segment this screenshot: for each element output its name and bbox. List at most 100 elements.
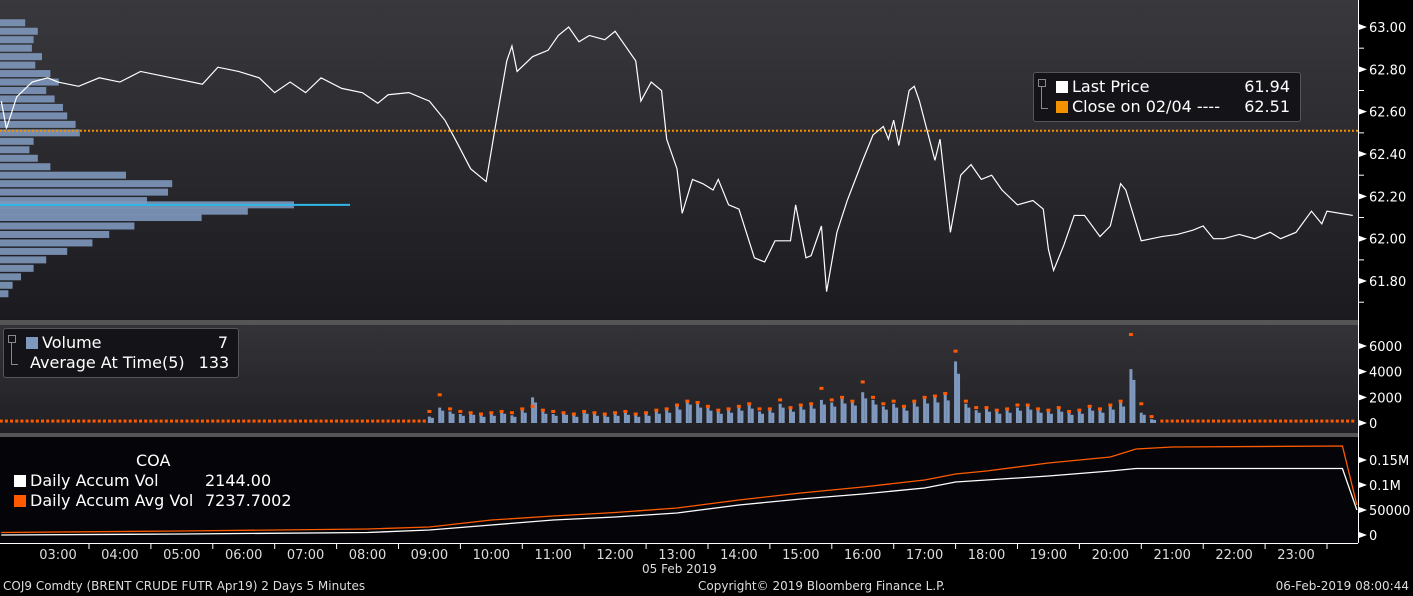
avg-at-time-marker bbox=[489, 411, 494, 415]
avg-at-time-marker bbox=[1077, 408, 1082, 412]
volume-bar bbox=[696, 403, 700, 423]
avg-at-time-marker bbox=[468, 411, 473, 415]
avg-at-time-marker bbox=[1206, 419, 1210, 423]
volume-profile-bar bbox=[0, 256, 47, 264]
volume-bar bbox=[871, 399, 875, 423]
avg-at-time-marker bbox=[211, 419, 215, 423]
volume-bar bbox=[606, 416, 610, 423]
volume-profile-bar bbox=[0, 163, 51, 171]
avg-at-time-marker bbox=[1294, 419, 1298, 423]
avg-label: Average At Time(5) bbox=[30, 353, 185, 372]
time-tick-label: 19:00 bbox=[1030, 548, 1067, 563]
avg-at-time-marker bbox=[881, 402, 886, 406]
avg-at-time-marker bbox=[226, 419, 230, 423]
avg-at-time-marker bbox=[530, 404, 535, 408]
date-label: 05 Feb 2019 bbox=[642, 562, 717, 576]
y-tick-marker bbox=[1359, 482, 1367, 488]
volume-bar bbox=[791, 411, 795, 423]
panel-divider[interactable] bbox=[0, 433, 1358, 437]
avg-at-time-marker bbox=[41, 419, 45, 423]
avg-at-time-marker bbox=[623, 409, 628, 413]
collapse-icon[interactable] bbox=[8, 335, 18, 365]
avg-at-time-marker bbox=[912, 399, 917, 403]
volume-bar bbox=[675, 406, 679, 423]
volume-bar bbox=[441, 410, 445, 423]
avg-at-time-marker bbox=[1289, 419, 1293, 423]
avg-at-time-marker bbox=[427, 409, 432, 413]
avg-at-time-marker bbox=[1108, 403, 1113, 407]
volume-profile-bar bbox=[0, 137, 34, 145]
volume-bar bbox=[892, 403, 896, 423]
avg-at-time-marker bbox=[175, 419, 179, 423]
volume-bar bbox=[819, 399, 823, 423]
volume-bar bbox=[995, 411, 999, 423]
avg-at-time-marker bbox=[195, 419, 199, 423]
avg-at-time-marker bbox=[767, 407, 772, 411]
avg-at-time-marker bbox=[1340, 419, 1344, 423]
avg-at-time-marker bbox=[1268, 419, 1272, 423]
volume-bar bbox=[592, 414, 596, 423]
avg-at-time-marker bbox=[974, 406, 979, 410]
avg-at-time-marker bbox=[1087, 404, 1092, 408]
volume-bar bbox=[469, 412, 473, 423]
price-tick-label: 62.20 bbox=[1369, 190, 1406, 205]
avg-at-time-marker bbox=[237, 419, 241, 423]
avg-at-time-marker bbox=[314, 419, 318, 423]
avg-at-time-marker bbox=[1248, 419, 1252, 423]
volume-bar bbox=[544, 413, 548, 423]
volume-bar bbox=[874, 404, 878, 423]
time-tick-label: 06:00 bbox=[225, 548, 262, 563]
time-tick-label: 17:00 bbox=[906, 548, 943, 563]
avg-at-time-marker bbox=[139, 419, 143, 423]
volume-bar bbox=[565, 414, 569, 423]
volume-swatch bbox=[26, 337, 38, 349]
volume-bar bbox=[1139, 412, 1143, 423]
panel-divider[interactable] bbox=[0, 320, 1358, 325]
avg-at-time-marker bbox=[262, 419, 266, 423]
close-value: 62.51 bbox=[1244, 97, 1290, 116]
collapse-icon[interactable] bbox=[1038, 79, 1048, 109]
avg-at-time-marker bbox=[809, 402, 814, 406]
accum-avg-vol-line bbox=[1, 445, 1358, 534]
avg-at-time-marker bbox=[164, 419, 168, 423]
price-tick-label: 62.40 bbox=[1369, 148, 1406, 163]
volume-profile-bar bbox=[0, 264, 34, 272]
avg-at-time-marker bbox=[10, 419, 14, 423]
avg-at-time-marker bbox=[1279, 419, 1283, 423]
avg-at-time-marker bbox=[159, 419, 163, 423]
volume-bar bbox=[840, 398, 844, 423]
avg-at-time-marker bbox=[267, 419, 271, 423]
volume-profile-bar bbox=[0, 19, 26, 27]
avg-at-time-marker bbox=[386, 419, 390, 423]
volume-profile-bar bbox=[0, 95, 55, 103]
avg-at-time-marker bbox=[25, 419, 29, 423]
y-tick-marker bbox=[1359, 532, 1367, 538]
volume-bar bbox=[768, 410, 772, 423]
volume-bar bbox=[551, 414, 555, 423]
avg-at-time-marker bbox=[123, 419, 127, 423]
avg-at-time-marker bbox=[309, 419, 313, 423]
volume-bar bbox=[668, 412, 672, 423]
volume-bar bbox=[1142, 414, 1146, 423]
volume-bar bbox=[451, 413, 455, 423]
avg-at-time-marker bbox=[1263, 419, 1267, 423]
volume-bar bbox=[861, 392, 865, 423]
volume-profile-bar bbox=[0, 112, 68, 120]
avg-at-time-marker bbox=[319, 419, 323, 423]
volume-bar bbox=[727, 410, 731, 423]
avg-at-time-marker bbox=[1015, 403, 1020, 407]
avg-at-time-marker bbox=[850, 399, 855, 403]
volume-bar bbox=[977, 412, 981, 423]
close-swatch bbox=[1056, 101, 1068, 113]
accum-avg-value: 7237.7002 bbox=[205, 491, 292, 510]
avg-at-time-marker bbox=[1335, 419, 1339, 423]
volume-bar bbox=[1036, 410, 1040, 423]
avg-at-time-marker bbox=[1222, 419, 1226, 423]
accum-tick-label: 0.1M bbox=[1369, 479, 1401, 494]
volume-bar bbox=[541, 411, 545, 423]
avg-at-time-marker bbox=[1056, 406, 1061, 410]
security-description: COJ9 Comdty (BRENT CRUDE FUTR Apr19) 2 D… bbox=[3, 579, 366, 593]
avg-at-time-marker bbox=[1036, 407, 1041, 411]
volume-bar bbox=[438, 407, 442, 423]
avg-at-time-marker bbox=[1211, 419, 1215, 423]
